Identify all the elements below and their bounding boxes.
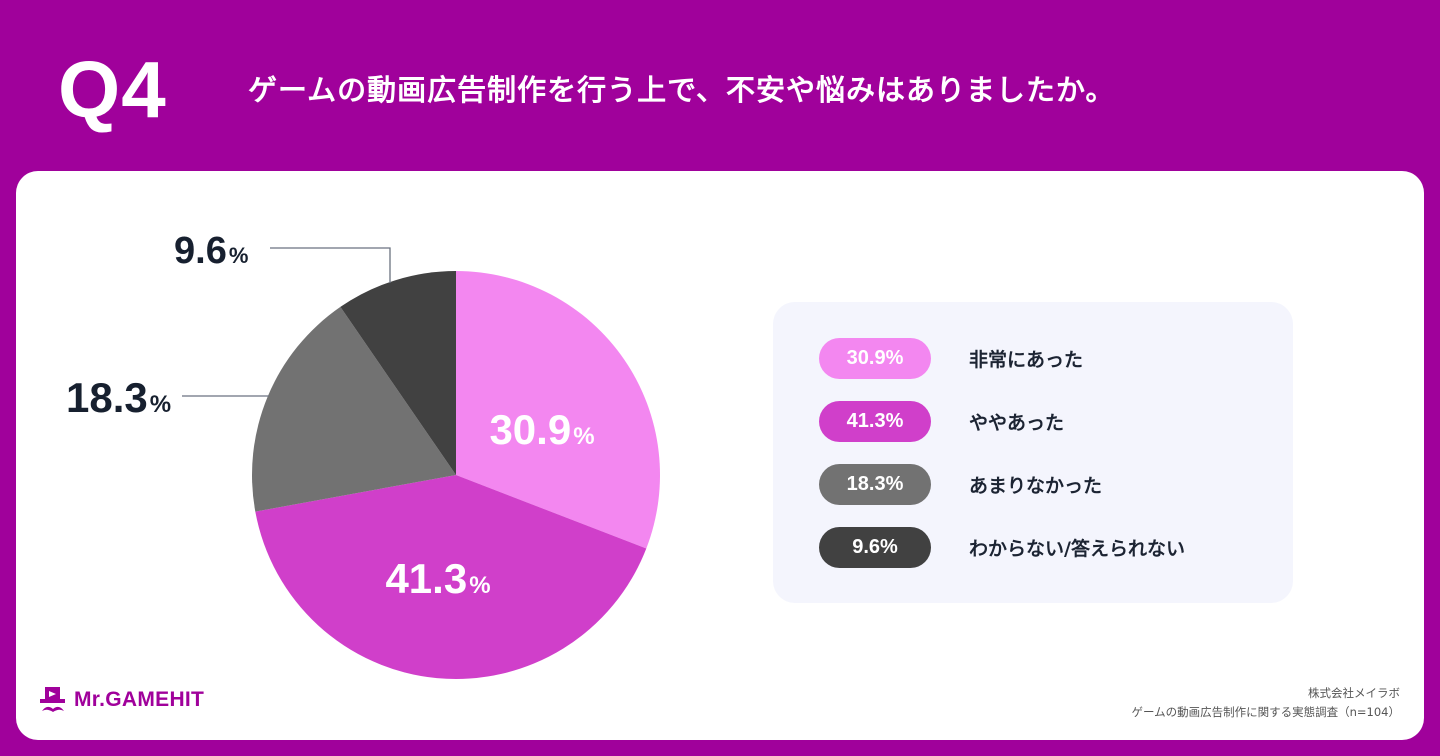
legend-label: あまりなかった [969, 475, 1103, 497]
pie-slice [255, 475, 647, 679]
pie-slices [252, 271, 660, 679]
brand-name: Mr.GAMEHIT [74, 688, 205, 711]
chart-card: 30.9% 41.3% 18.3% 9.6% 30.9% 非常にあった 41.3… [16, 171, 1424, 740]
legend-label: わからない/答えられない [969, 538, 1185, 560]
pie-slice [252, 306, 456, 512]
source-survey: ゲームの動画広告制作に関する実態調査（n=104） [1131, 705, 1400, 719]
pie-slice [456, 271, 660, 549]
legend-item-not-much: 18.3% あまりなかった [819, 464, 1102, 505]
source-company: 株式会社メイラボ [1308, 686, 1400, 700]
slice-label-41-3: 41.3% [385, 555, 490, 602]
legend-item-somewhat: 41.3% ややあった [819, 401, 1064, 442]
legend-label: ややあった [969, 412, 1065, 434]
slice-label-9-6: 9.6% [174, 230, 248, 272]
source-note: 株式会社メイラボ ゲームの動画広告制作に関する実態調査（n=104） [1131, 684, 1400, 722]
question-number: Q4 [58, 45, 167, 134]
leader-line-9-6 [270, 247, 391, 283]
legend-item-unknown: 9.6% わからない/答えられない [819, 527, 1185, 568]
legend-pill: 30.9% [819, 338, 931, 379]
legend-panel: 30.9% 非常にあった 41.3% ややあった 18.3% あまりなかった 9… [773, 302, 1293, 603]
pie-chart: 30.9% 41.3% 18.3% 9.6% [66, 230, 660, 679]
legend-pill: 41.3% [819, 401, 931, 442]
question-title: ゲームの動画広告制作を行う上で、不安や悩みはありましたか。 [248, 73, 1116, 107]
top-hat-mustache-icon [40, 687, 65, 712]
legend-pill: 18.3% [819, 464, 931, 505]
legend-item-very-much: 30.9% 非常にあった [819, 338, 1083, 379]
brand-logo: Mr.GAMEHIT [38, 685, 204, 715]
slice-label-18-3: 18.3% [66, 374, 171, 421]
header: Q4 ゲームの動画広告制作を行う上で、不安や悩みはありましたか。 [0, 0, 1440, 170]
legend-label: 非常にあった [969, 349, 1084, 371]
slice-label-30-9: 30.9% [489, 406, 594, 453]
pie-slice [340, 271, 456, 475]
legend-pill: 9.6% [819, 527, 931, 568]
